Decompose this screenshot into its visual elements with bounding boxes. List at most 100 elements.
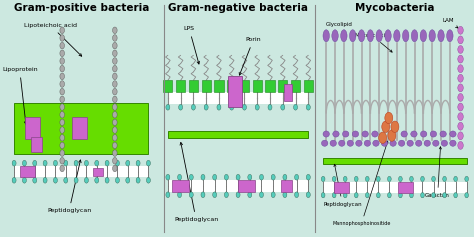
Circle shape: [105, 178, 109, 183]
Circle shape: [60, 127, 64, 133]
Text: Peptidoglycan: Peptidoglycan: [174, 142, 218, 222]
Circle shape: [458, 94, 463, 101]
Circle shape: [385, 112, 393, 124]
Circle shape: [166, 192, 170, 198]
Circle shape: [458, 46, 463, 53]
Circle shape: [112, 104, 117, 110]
Circle shape: [213, 192, 217, 198]
Circle shape: [458, 132, 463, 140]
Bar: [291, 80, 300, 92]
Ellipse shape: [401, 131, 407, 137]
Title: Gram-positive bacteria: Gram-positive bacteria: [14, 3, 149, 13]
Bar: [168, 92, 308, 105]
Circle shape: [268, 105, 272, 110]
Ellipse shape: [330, 140, 337, 146]
Circle shape: [60, 42, 64, 49]
Circle shape: [64, 178, 68, 183]
Circle shape: [458, 122, 463, 130]
Ellipse shape: [358, 30, 365, 42]
Circle shape: [432, 176, 435, 182]
Circle shape: [33, 160, 37, 166]
Circle shape: [410, 176, 413, 182]
Circle shape: [295, 192, 299, 198]
Circle shape: [376, 176, 380, 182]
Circle shape: [166, 174, 170, 180]
Bar: [168, 131, 308, 138]
Bar: [253, 80, 262, 92]
Circle shape: [12, 178, 16, 183]
Ellipse shape: [440, 131, 447, 137]
Circle shape: [178, 192, 182, 198]
Circle shape: [236, 192, 240, 198]
Circle shape: [12, 160, 16, 166]
Bar: [163, 80, 173, 92]
Circle shape: [112, 81, 117, 87]
Ellipse shape: [343, 131, 349, 137]
Ellipse shape: [381, 140, 388, 146]
Ellipse shape: [352, 131, 359, 137]
Bar: [281, 180, 292, 192]
Title: Mycobacteria: Mycobacteria: [355, 3, 435, 13]
Circle shape: [458, 103, 463, 111]
Circle shape: [60, 142, 64, 149]
Circle shape: [112, 150, 117, 156]
Circle shape: [112, 88, 117, 95]
Text: Galactan: Galactan: [425, 147, 450, 198]
Circle shape: [112, 134, 117, 141]
Circle shape: [201, 174, 205, 180]
Ellipse shape: [407, 140, 413, 146]
Circle shape: [420, 192, 424, 198]
Text: Porin: Porin: [239, 37, 261, 75]
Circle shape: [74, 160, 78, 166]
Text: Peptidoglycan: Peptidoglycan: [323, 164, 362, 207]
Bar: [265, 80, 274, 92]
Ellipse shape: [323, 30, 329, 42]
Bar: [228, 76, 242, 107]
Bar: [284, 84, 292, 101]
Circle shape: [126, 178, 130, 183]
Circle shape: [243, 105, 246, 110]
Circle shape: [204, 105, 208, 110]
Circle shape: [112, 96, 117, 103]
Circle shape: [112, 50, 117, 57]
Circle shape: [166, 105, 170, 110]
Circle shape: [399, 192, 402, 198]
Circle shape: [458, 26, 463, 34]
Bar: [14, 166, 148, 178]
Ellipse shape: [349, 30, 356, 42]
Circle shape: [60, 119, 64, 126]
Ellipse shape: [424, 140, 430, 146]
Circle shape: [112, 111, 117, 118]
Circle shape: [458, 65, 463, 73]
Circle shape: [458, 113, 463, 121]
Title: Gram-negative bacteria: Gram-negative bacteria: [168, 3, 308, 13]
Circle shape: [271, 192, 275, 198]
Bar: [323, 158, 466, 164]
Circle shape: [283, 192, 287, 198]
Circle shape: [465, 192, 468, 198]
Circle shape: [60, 88, 64, 95]
Circle shape: [126, 160, 130, 166]
Circle shape: [84, 160, 89, 166]
Text: Peptidoglycan: Peptidoglycan: [47, 160, 91, 213]
Circle shape: [60, 111, 64, 118]
Circle shape: [248, 174, 252, 180]
Text: LPS: LPS: [184, 26, 200, 64]
Circle shape: [230, 105, 234, 110]
Ellipse shape: [447, 30, 453, 42]
Circle shape: [43, 178, 47, 183]
Ellipse shape: [430, 131, 437, 137]
Ellipse shape: [390, 140, 396, 146]
Circle shape: [105, 160, 109, 166]
Bar: [214, 80, 224, 92]
Circle shape: [112, 142, 117, 149]
Bar: [31, 137, 42, 152]
Circle shape: [112, 127, 117, 133]
Circle shape: [60, 150, 64, 156]
Circle shape: [224, 174, 228, 180]
Circle shape: [60, 58, 64, 64]
Circle shape: [355, 176, 358, 182]
Circle shape: [60, 35, 64, 41]
Circle shape: [248, 192, 252, 198]
Circle shape: [136, 160, 140, 166]
